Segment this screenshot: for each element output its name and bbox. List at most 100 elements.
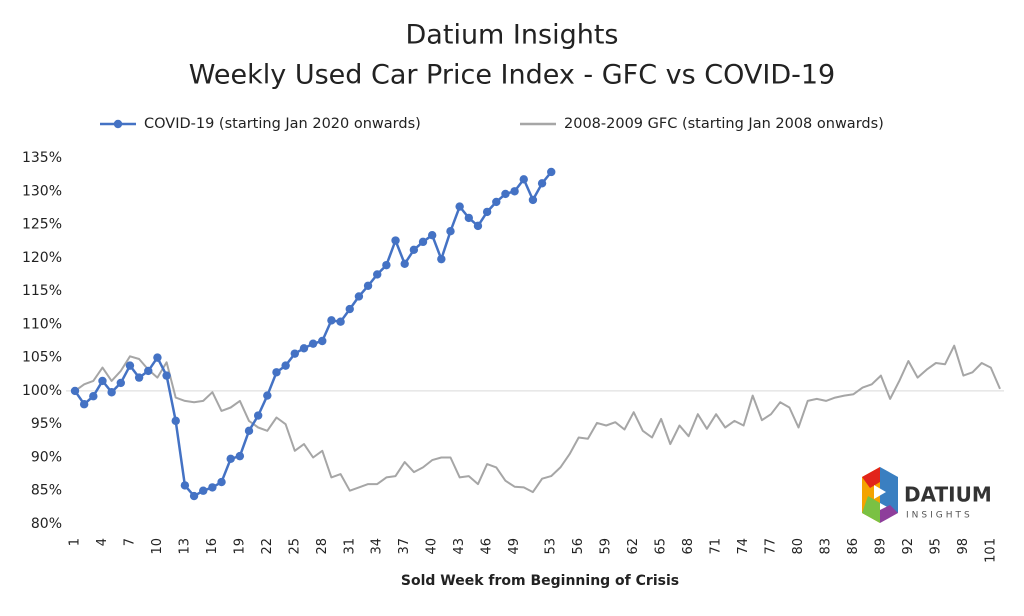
point [116, 378, 125, 388]
series-line [74, 344, 1001, 494]
point [492, 197, 501, 207]
point [89, 392, 98, 401]
point [519, 175, 528, 184]
x-tick-label: 83 [818, 538, 833, 555]
x-tick-label: 71 [709, 538, 724, 555]
x-tick-label: 19 [232, 538, 247, 555]
logo-shape [880, 505, 898, 523]
point [217, 477, 226, 487]
point [437, 254, 446, 264]
x-axis-label: Sold Week from Beginning of Crisis [401, 573, 679, 589]
x-tick-label: 40 [425, 538, 440, 555]
point [162, 371, 171, 380]
point [501, 189, 510, 199]
legend-label: COVID-19 (starting Jan 2020 onwards) [144, 116, 421, 132]
y-tick-label: 130% [22, 183, 62, 199]
y-tick-label: 100% [22, 383, 62, 399]
point [226, 454, 235, 463]
x-tick-label: 16 [205, 538, 220, 555]
point [336, 317, 345, 326]
point [473, 221, 483, 231]
series-line [73, 171, 553, 498]
legend-label: 2008-2009 GFC (starting Jan 2008 onwards… [564, 116, 884, 132]
y-tick-label: 125% [22, 217, 62, 233]
point [528, 195, 538, 205]
legend-item: 2008-2009 GFC (starting Jan 2008 onwards… [520, 116, 884, 132]
point [171, 416, 180, 426]
x-tick-label: 92 [901, 538, 916, 555]
point [510, 187, 519, 196]
x-tick-label: 43 [452, 538, 467, 555]
point [308, 339, 318, 348]
point [235, 451, 245, 461]
point [290, 349, 300, 358]
x-tick-label: 37 [397, 538, 412, 555]
point [354, 292, 364, 301]
point [318, 336, 327, 346]
y-tick-label: 110% [22, 316, 62, 332]
logo-name: DATIUM [904, 483, 992, 507]
point [263, 391, 272, 400]
point [125, 361, 135, 370]
point [482, 207, 492, 217]
point [363, 281, 373, 290]
point [153, 353, 162, 362]
logo-tagline: INSIGHTS [906, 511, 973, 521]
point [244, 426, 254, 436]
x-tick-label: 74 [736, 538, 751, 555]
x-tick-label: 49 [507, 538, 522, 555]
point [70, 386, 80, 396]
y-tick-label: 90% [31, 449, 62, 465]
x-tick-label: 7 [122, 538, 137, 546]
y-tick-label: 105% [22, 350, 62, 366]
point [299, 344, 309, 353]
point [327, 316, 336, 325]
point [134, 373, 144, 382]
point [345, 304, 354, 314]
point [107, 388, 116, 397]
point [272, 368, 281, 377]
point [547, 167, 556, 177]
point [382, 260, 391, 270]
x-tick-label: 98 [956, 538, 971, 555]
point [281, 361, 290, 370]
logo-shape [874, 485, 886, 499]
point [418, 237, 428, 247]
x-tick-label: 65 [654, 538, 669, 555]
y-tick-label: 95% [31, 416, 62, 432]
point [400, 259, 409, 269]
point [409, 245, 419, 255]
x-tick-label: 89 [873, 538, 888, 555]
legend-marker [113, 119, 123, 129]
x-tick-label: 86 [846, 538, 861, 555]
logo: DATIUM INSIGHTS [862, 467, 992, 523]
x-tick-label: 77 [764, 538, 779, 555]
x-tick-label: 56 [571, 538, 586, 555]
chart-subtitle: Weekly Used Car Price Index - GFC vs COV… [189, 60, 835, 91]
x-tick-label: 68 [681, 538, 696, 555]
x-tick-label: 34 [370, 538, 385, 555]
y-tick-label: 115% [22, 283, 62, 299]
point [144, 366, 153, 376]
y-tick-label: 80% [31, 516, 62, 532]
logo-shape [862, 467, 880, 488]
point [199, 486, 208, 495]
x-tick-label: 62 [626, 538, 641, 555]
x-tick-label: 1 [68, 538, 83, 546]
point [189, 491, 199, 501]
point [464, 213, 474, 223]
y-tick-label: 135% [22, 150, 62, 166]
legend-item: COVID-19 (starting Jan 2020 onwards) [100, 116, 421, 132]
chart-title: Datium Insights [406, 20, 619, 51]
logo-shape [862, 496, 880, 523]
point [180, 481, 190, 490]
x-tick-label: 10 [150, 538, 165, 555]
x-tick-label: 80 [791, 538, 806, 555]
x-tick-label: 101 [983, 538, 998, 563]
x-tick-label: 25 [287, 538, 302, 555]
point [427, 230, 437, 240]
logo-shape [880, 467, 898, 513]
point [391, 236, 400, 245]
x-tick-label: 28 [315, 538, 330, 555]
